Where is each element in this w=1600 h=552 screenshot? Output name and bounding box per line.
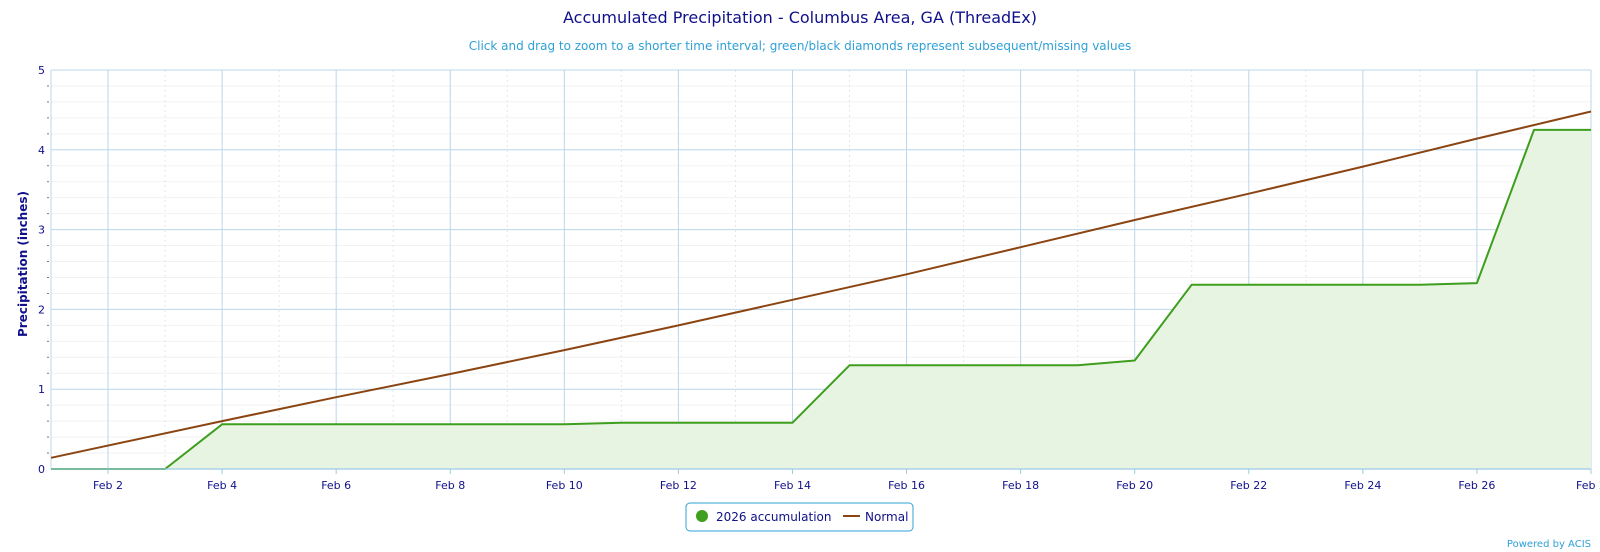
x-tick-label: Feb 6 bbox=[321, 479, 351, 492]
x-tick-label: Feb 14 bbox=[774, 479, 811, 492]
legend-marker-accumulation bbox=[696, 510, 708, 522]
legend-item-normal[interactable]: Normal bbox=[843, 510, 908, 524]
x-tick-label: Feb 22 bbox=[1230, 479, 1267, 492]
x-tick-label: Feb 2 bbox=[1576, 479, 1600, 492]
chart-subtitle: Click and drag to zoom to a shorter time… bbox=[469, 39, 1131, 53]
y-tick-label: 4 bbox=[38, 144, 45, 157]
axes-layer bbox=[51, 468, 1592, 474]
y-tick-label: 1 bbox=[38, 383, 45, 396]
x-tick-label: Feb 2 bbox=[93, 479, 123, 492]
legend[interactable]: 2026 accumulation Normal bbox=[685, 502, 914, 532]
x-tick-label: Feb 8 bbox=[435, 479, 465, 492]
x-tick-label: Feb 10 bbox=[546, 479, 583, 492]
x-tick-label: Feb 16 bbox=[888, 479, 925, 492]
chart-title: Accumulated Precipitation - Columbus Are… bbox=[563, 8, 1037, 27]
minor-grid bbox=[47, 70, 1591, 469]
x-tick-label: Feb 20 bbox=[1116, 479, 1153, 492]
y-axis-label: Precipitation (inches) bbox=[16, 191, 30, 337]
legend-label-normal: Normal bbox=[865, 510, 908, 524]
y-tick-label: 0 bbox=[38, 463, 45, 476]
x-tick-label: Feb 12 bbox=[660, 479, 697, 492]
y-tick-label: 2 bbox=[38, 303, 45, 316]
acis-credit[interactable]: Powered by ACIS bbox=[1507, 539, 1591, 550]
y-tick-label: 5 bbox=[38, 64, 45, 77]
series-layer[interactable] bbox=[50, 110, 1592, 470]
legend-item-accumulation[interactable]: 2026 accumulation bbox=[696, 510, 831, 524]
x-tick-label: Feb 18 bbox=[1002, 479, 1039, 492]
x-tick-label: Feb 26 bbox=[1458, 479, 1495, 492]
legend-label-accumulation: 2026 accumulation bbox=[716, 510, 831, 524]
y-tick-label: 3 bbox=[38, 224, 45, 237]
x-tick-label: Feb 4 bbox=[207, 479, 237, 492]
x-tick-label: Feb 24 bbox=[1344, 479, 1381, 492]
accumulation-area bbox=[51, 129, 1591, 469]
normal-line[interactable] bbox=[50, 110, 1592, 459]
legend-box bbox=[685, 502, 914, 532]
accumulation-line[interactable] bbox=[51, 128, 1591, 470]
